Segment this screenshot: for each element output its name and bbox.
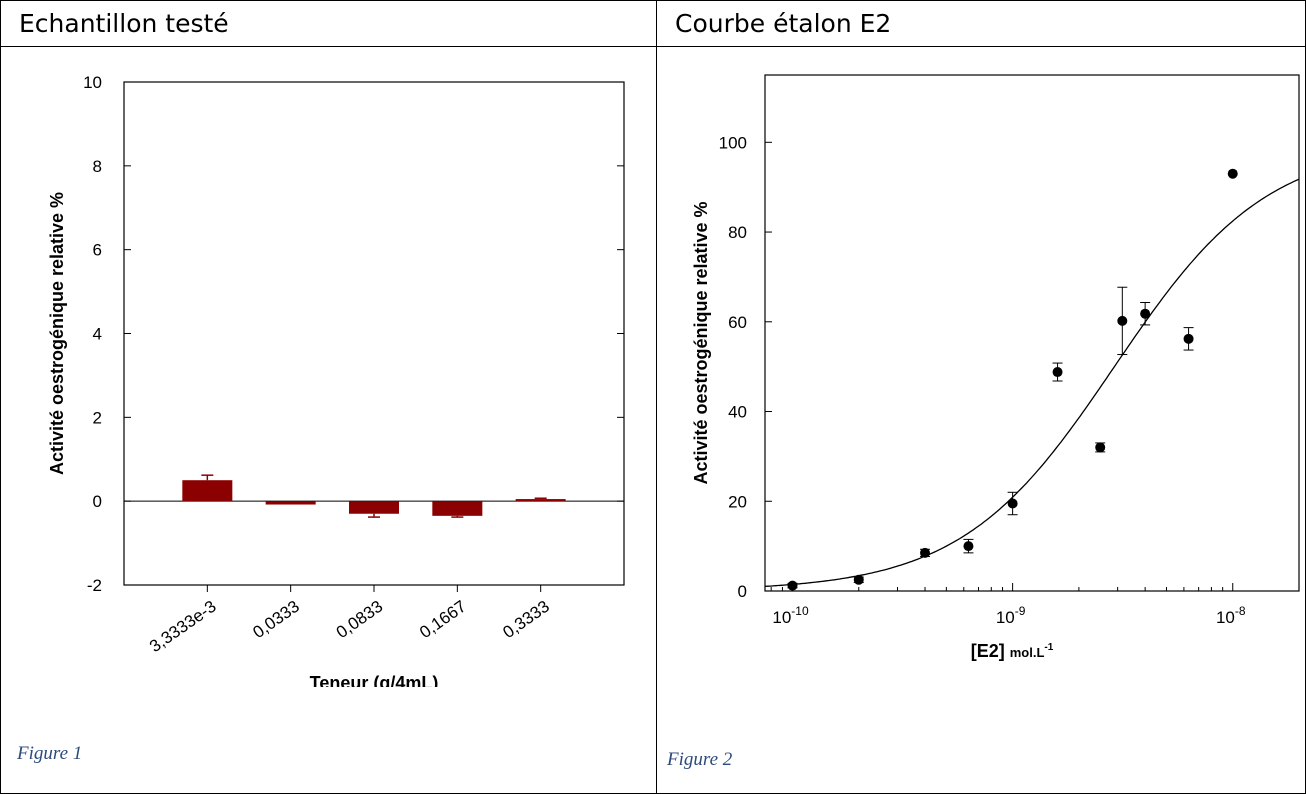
figure-panel-left: Echantillon testé -2 0 2 4 6 8 10 3,3333e-3 0,03… [0,0,657,794]
panel-title-right: Courbe étalon E2 [675,9,892,38]
x-axis-label: [E2] mol.L-1 [971,641,1054,661]
bar [265,501,316,505]
y-tick-label: -2 [87,576,102,595]
figure-caption-right: Figure 2 [667,749,733,770]
y-axis-label: Activité oestrogénique relative % [691,201,711,484]
figure-panel-right: Courbe étalon E2 0 20 40 60 80 100 10-10 10-9 10… [656,0,1306,794]
plot-frame [764,74,1300,592]
x-tick-label: 10-10 [772,604,809,627]
data-point [787,580,798,591]
scatter-chart: 0 20 40 60 80 100 10-10 10-9 10-8 [E2] mol.L-1 Act… [691,74,1300,661]
y-tick-label: 80 [728,223,747,242]
y-tick-label: 8 [93,157,102,176]
panel-title-left: Echantillon testé [19,9,229,38]
data-point [920,547,931,558]
bar [432,501,483,516]
panel-header-left: Echantillon testé [1,1,656,47]
data-point [1007,498,1018,509]
panel-header-right: Courbe étalon E2 [657,1,1305,47]
x-tick-label: 0,0833 [333,597,386,642]
x-tick-label: 0,0333 [249,597,302,642]
bar [182,480,233,502]
y-tick-label: 60 [728,313,747,332]
y-tick-label: 0 [93,492,102,511]
y-axis-label: Activité oestrogénique relative % [47,192,67,475]
fit-curve [764,178,1300,588]
y-tick-label: 20 [728,492,747,511]
data-point [1117,315,1128,326]
y-tick-label: 10 [83,73,102,92]
data-point [1140,308,1151,319]
y-tick-label: 40 [728,403,747,422]
y-tick-label: 100 [719,133,747,152]
y-tick-label: 4 [93,325,102,344]
data-point [963,541,974,552]
data-point [1227,168,1238,179]
x-tick-label: 0,3333 [499,597,552,642]
figure-caption-left: Figure 1 [17,743,83,764]
x-tick-label: 3,3333e-3 [146,597,220,656]
x-tick-label: 10-8 [1216,604,1246,627]
x-tick-label: 0,1667 [416,597,469,642]
x-tick-label: 10-9 [996,604,1026,627]
y-tick-label: 2 [93,408,102,427]
x-axis-label: Teneur (g/4mL) [310,673,439,687]
bar-chart: -2 0 2 4 6 8 10 3,3333e-3 0,0333 0,0833 0,1667 0,33… [47,73,625,687]
data-point [1095,442,1106,453]
data-point [853,574,864,585]
bar [349,501,399,514]
bar [515,499,566,502]
y-tick-label: 0 [738,582,747,601]
data-point [1052,367,1063,378]
y-tick-label: 6 [93,241,102,260]
data-point [1183,333,1194,344]
